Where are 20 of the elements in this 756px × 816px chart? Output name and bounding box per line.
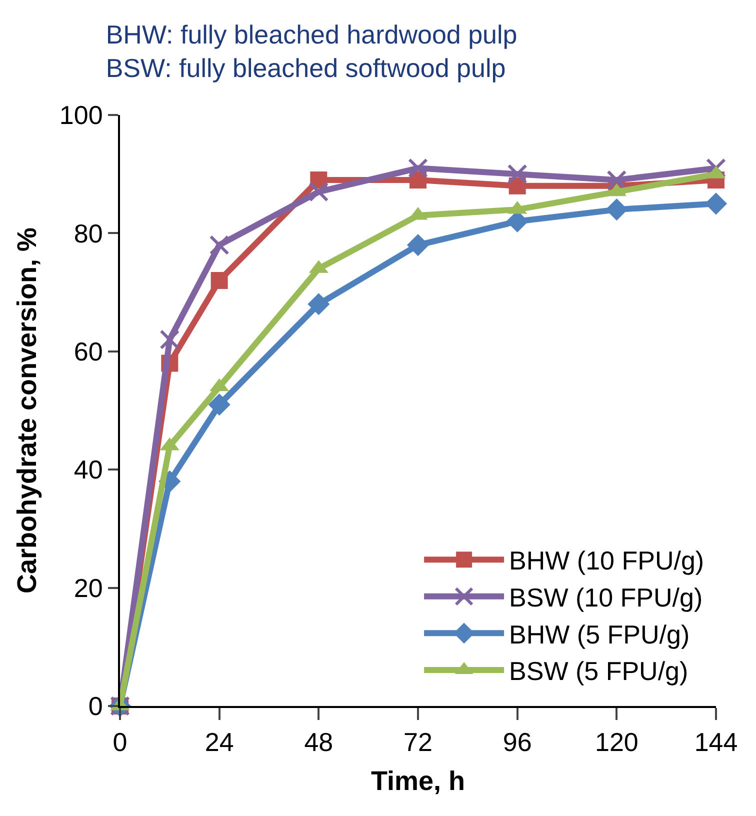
legend-label: BSW (10 FPU/g): [509, 582, 703, 613]
legend-label: BHW (5 FPU/g): [509, 619, 690, 650]
x-tick-label: 96: [502, 727, 532, 758]
y-tick-label: 0: [88, 691, 103, 722]
x-tick-label: 72: [404, 727, 432, 758]
y-tick-label: 80: [74, 218, 103, 248]
chart-title: BHW: fully bleached hardwood pulp BSW: fully bleached softwood pulp: [106, 19, 518, 84]
x-axis-title: Time, h: [370, 766, 466, 796]
x-tick-label: 120: [594, 727, 638, 758]
legend-label: BSW (5 FPU/g): [509, 656, 688, 686]
y-tick-label: 100: [59, 100, 103, 130]
y-tick-label: 60: [74, 336, 103, 366]
legend-label: BHW (10 FPU/g): [509, 546, 704, 576]
y-tick-label: 20: [74, 572, 103, 603]
x-tick-label: 48: [304, 727, 334, 758]
y-axis-title: Carbohydrate conversion, %: [12, 227, 42, 594]
x-tick-label: 0: [112, 727, 128, 758]
x-tick-label: 144: [694, 727, 738, 758]
y-tick-label: 40: [74, 454, 103, 485]
x-tick-label: 24: [204, 727, 234, 758]
